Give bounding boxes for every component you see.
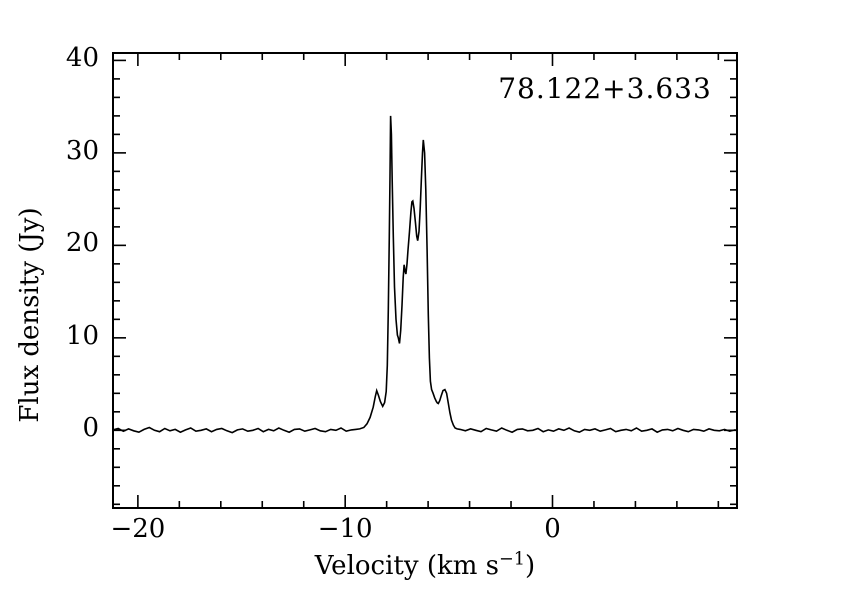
- y-tick-label: 40: [65, 43, 99, 74]
- y-tick-label: 30: [65, 135, 99, 166]
- spectrum-line: [112, 115, 738, 434]
- x-axis-label-exponent: −1: [498, 549, 526, 570]
- source-name-label: 78.122+3.633: [498, 72, 712, 105]
- x-tick-label: 0: [544, 514, 561, 544]
- x-tick-label: −20: [110, 514, 166, 544]
- y-axis-label: Flux density (Jy): [15, 207, 45, 423]
- x-axis-label: Velocity (km s−1): [225, 551, 625, 581]
- x-tick-label: −10: [317, 514, 373, 544]
- y-tick-label: 0: [82, 413, 99, 444]
- y-tick-label: 10: [65, 320, 99, 351]
- x-axis-label-text: Velocity (km s: [314, 551, 499, 581]
- x-axis-label-close: ): [525, 551, 536, 581]
- y-tick-label: 20: [65, 228, 99, 259]
